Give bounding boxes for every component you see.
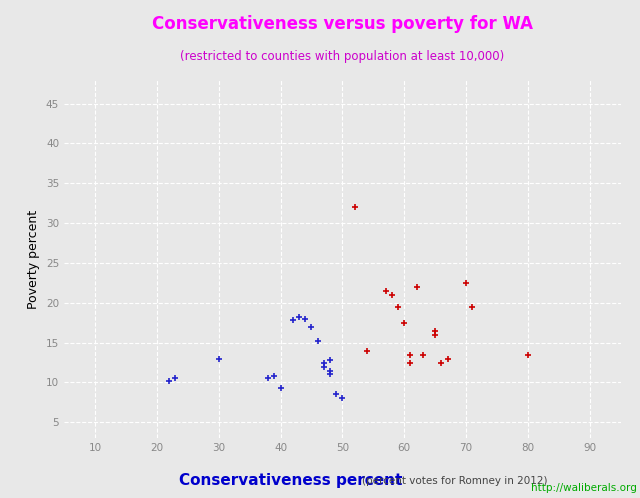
Text: (restricted to counties with population at least 10,000): (restricted to counties with population … <box>180 50 504 63</box>
Text: Conservativeness versus poverty for WA: Conservativeness versus poverty for WA <box>152 15 533 33</box>
Text: (percent votes for Romney in 2012): (percent votes for Romney in 2012) <box>362 476 547 486</box>
Y-axis label: Poverty percent: Poverty percent <box>28 209 40 309</box>
Text: Conservativeness percent: Conservativeness percent <box>179 473 403 488</box>
Text: http://waliberals.org: http://waliberals.org <box>531 483 637 493</box>
